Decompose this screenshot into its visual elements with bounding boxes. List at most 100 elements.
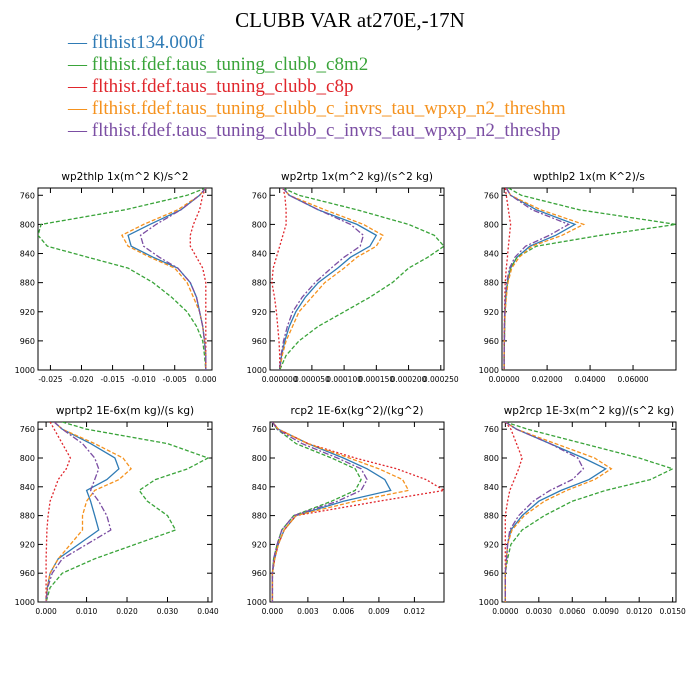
x-tick-label: 0.012	[404, 607, 426, 616]
y-tick-label: 880	[484, 512, 499, 521]
series-line	[504, 422, 613, 602]
y-tick-label: 960	[252, 569, 267, 578]
y-tick-label: 920	[484, 308, 499, 317]
series-line	[271, 422, 444, 602]
legend-label: — flthist.fdef.taus_tuning_clubb_c8m2	[68, 54, 369, 75]
x-tick-label: 0.000050	[294, 375, 330, 384]
y-tick-label: 880	[20, 279, 35, 288]
x-tick-label: 0.02000	[532, 375, 563, 384]
x-tick-label: 0.0090	[593, 607, 619, 616]
panel-3: wpthlp2 1x(m K^2)/s 760 800 840 880 920 960 100…	[479, 171, 677, 384]
legend-label: — flthist.fdef.taus_tuning_clubb_c_invrs…	[68, 98, 566, 119]
series-line	[503, 188, 571, 370]
legend-label: — flthist134.000f	[68, 32, 205, 53]
y-tick-label: 1000	[479, 598, 499, 607]
x-tick-label: 0.0120	[626, 607, 652, 616]
panel-title: wp2thlp 1x(m^2 K)/s^2	[61, 171, 188, 183]
series-line	[503, 188, 676, 370]
series-line	[271, 422, 410, 602]
x-tick-label: 0.003	[297, 607, 319, 616]
x-tick-label: 0.0030	[526, 607, 552, 616]
x-tick-label: 0.0150	[660, 607, 686, 616]
panel-frame	[501, 187, 677, 371]
x-tick-label: 0.010	[76, 607, 98, 616]
y-tick-label: 800	[252, 454, 267, 463]
series-line	[271, 422, 392, 602]
legend-item: — flthist.fdef.taus_tuning_clubb_c_invrs…	[68, 120, 566, 142]
x-tick-label: 0.0000	[492, 607, 518, 616]
x-tick-label: -0.025	[38, 375, 62, 384]
x-tick-label: 0.020	[116, 607, 138, 616]
panel-frame	[37, 421, 213, 603]
x-tick-label: -0.010	[132, 375, 156, 384]
y-tick-label: 800	[20, 454, 35, 463]
x-tick-label: 0.000	[35, 607, 57, 616]
series-line	[45, 422, 210, 602]
x-tick-label: 0.00000	[489, 375, 520, 384]
series-line	[279, 188, 444, 370]
panel-frame	[37, 187, 213, 371]
legend-item: — flthist.fdef.taus_tuning_clubb_c_invrs…	[68, 98, 566, 120]
y-tick-label: 760	[20, 191, 35, 200]
x-tick-label: 0.000200	[391, 375, 427, 384]
x-tick-label: 0.000	[262, 607, 284, 616]
x-tick-label: 0.000100	[326, 375, 362, 384]
y-tick-label: 840	[20, 250, 35, 259]
x-tick-label: 0.000150	[358, 375, 394, 384]
y-tick-label: 920	[20, 540, 35, 549]
legend-item: — flthist.fdef.taus_tuning_clubb_c8m2	[68, 54, 566, 76]
x-tick-label: 0.009	[368, 607, 390, 616]
series-line	[279, 188, 384, 370]
panel-title: wpthlp2 1x(m K^2)/s	[533, 171, 645, 183]
series-line	[189, 188, 207, 370]
y-tick-label: 920	[252, 540, 267, 549]
y-tick-label: 920	[252, 308, 267, 317]
legend-item: — flthist134.000f	[68, 32, 566, 54]
y-tick-label: 760	[484, 191, 499, 200]
series-line	[127, 188, 207, 370]
legend-item: — flthist.fdef.taus_tuning_clubb_c8p	[68, 76, 566, 98]
series-line	[504, 422, 585, 602]
y-tick-label: 840	[252, 250, 267, 259]
panel-title: wprtp2 1E-6x(m kg)/(s kg)	[56, 405, 194, 417]
x-tick-label: 0.04000	[575, 375, 606, 384]
panel-title: rcp2 1E-6x(kg^2)/(kg^2)	[291, 405, 424, 417]
x-tick-label: 0.030	[157, 607, 179, 616]
panel-4: wprtp2 1E-6x(m kg)/(s kg) 760 800 840 880 920…	[15, 405, 219, 616]
series-line	[45, 422, 112, 602]
y-tick-label: 800	[252, 220, 267, 229]
series-line	[45, 422, 132, 602]
series-line	[45, 422, 72, 602]
panel-frame	[269, 187, 445, 371]
series-line	[279, 188, 378, 370]
panel-title: wp2rcp 1E-3x(m^2 kg)/(s^2 kg)	[504, 405, 675, 417]
y-tick-label: 1000	[15, 366, 35, 375]
series-line	[503, 188, 577, 370]
y-tick-label: 800	[484, 454, 499, 463]
panel-title: wp2rtp 1x(m^2 kg)/(s^2 kg)	[281, 171, 433, 183]
x-tick-label: 0.000	[195, 375, 217, 384]
panel-1: wp2thlp 1x(m^2 K)/s^2 760 800 840 880 920 960 1…	[15, 171, 217, 384]
series-line	[38, 188, 207, 370]
legend: — flthist134.000f — flthist.fdef.taus_tun…	[68, 32, 566, 142]
y-tick-label: 880	[484, 279, 499, 288]
legend-label: — flthist.fdef.taus_tuning_clubb_c_invrs…	[68, 120, 561, 141]
y-tick-label: 800	[20, 220, 35, 229]
y-tick-label: 880	[252, 512, 267, 521]
panel-6: wp2rcp 1E-3x(m^2 kg)/(s^2 kg) 760 800 840 88…	[479, 405, 686, 616]
y-tick-label: 760	[20, 425, 35, 434]
y-tick-label: 760	[484, 425, 499, 434]
legend-label: — flthist.fdef.taus_tuning_clubb_c8p	[68, 76, 354, 97]
panel-frame	[501, 421, 677, 603]
series-line	[503, 188, 586, 370]
y-tick-label: 840	[484, 250, 499, 259]
y-tick-label: 1000	[247, 598, 267, 607]
x-tick-label: 0.006	[333, 607, 355, 616]
x-tick-label: -0.015	[100, 375, 124, 384]
series-line	[139, 188, 207, 370]
x-tick-label: 0.000250	[423, 375, 459, 384]
series-line	[45, 422, 120, 602]
panel-frame	[269, 421, 445, 603]
x-tick-label: 0.06000	[618, 375, 649, 384]
series-line	[279, 188, 365, 370]
